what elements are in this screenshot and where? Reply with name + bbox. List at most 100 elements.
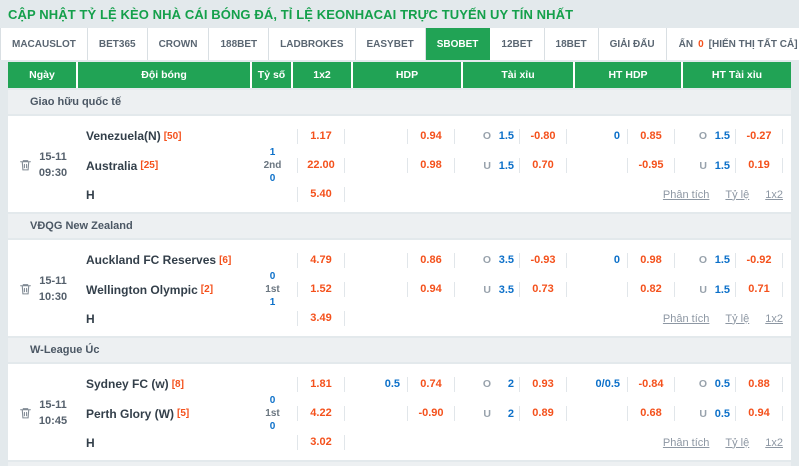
cell-ht-hdp: 0 0.85 — [575, 121, 683, 151]
cell-1x2: 4.79 — [293, 245, 353, 275]
cell-tai-xiu: O 3.5 -0.93 — [463, 245, 575, 275]
ht-ou-odds[interactable]: -0.92 — [735, 252, 783, 268]
ou-indicator: O — [482, 378, 491, 390]
odds-1x2[interactable]: 3.02 — [297, 435, 345, 450]
cell-1x2: 3.02 — [293, 428, 353, 457]
ou-odds[interactable]: -0.93 — [519, 252, 567, 268]
team-row: Perth Glory (W) [5] — [78, 399, 252, 428]
tab-sbobet[interactable]: SBOBET — [425, 28, 491, 60]
odds-1x2[interactable]: 5.40 — [297, 187, 345, 202]
hdp-odds[interactable]: 0.94 — [407, 128, 455, 144]
period-indicator: 2nd — [263, 159, 282, 171]
delete-match-icon[interactable] — [19, 282, 32, 296]
ou-indicator: U — [483, 283, 491, 296]
odds-1x2[interactable]: 4.22 — [297, 406, 345, 421]
ht-ou-indicator: U — [699, 159, 707, 172]
odds-1x2[interactable]: 1.52 — [297, 282, 345, 297]
hdp-odds[interactable]: 0.98 — [407, 158, 455, 173]
cell-ht-hdp: 0/0.5 -0.84 — [575, 369, 683, 399]
ou-odds[interactable]: 0.73 — [519, 282, 567, 297]
team-row: Auckland FC Reserves [6] — [78, 245, 252, 275]
1x2-link[interactable]: 1x2 — [765, 312, 783, 325]
tab-easybet[interactable]: EASYBET — [356, 28, 426, 60]
analysis-link[interactable]: Phân tích — [662, 188, 710, 201]
team-row: Sydney FC (w) [8] — [78, 369, 252, 399]
score-column: 0 1st 0 — [252, 369, 293, 457]
match-time: 09:30 — [38, 167, 68, 179]
odds-link[interactable]: Tỷ lệ — [725, 312, 750, 325]
ht-ou-indicator: O — [698, 254, 707, 266]
odds-1x2[interactable]: 1.17 — [297, 128, 345, 144]
cell-tai-xiu: O 1.5 -0.80 — [463, 121, 575, 151]
ht-hdp-odds[interactable]: -0.84 — [627, 376, 675, 392]
ht-hdp-odds[interactable]: 0.68 — [627, 406, 675, 421]
col-header-ht-tai-xiu: HT Tài xỉu — [683, 62, 791, 88]
ht-ou-indicator: U — [699, 283, 707, 296]
score-home: 0 — [269, 270, 276, 282]
ht-hdp-odds[interactable]: -0.95 — [627, 158, 675, 173]
ht-hdp-odds[interactable]: 0.98 — [627, 252, 675, 268]
ht-ou-line: 1.5 — [714, 283, 730, 296]
match-datetime: 15-11 10:45 — [39, 397, 67, 429]
team-name[interactable]: Sydney FC (w) — [86, 377, 169, 391]
ht-hdp-odds[interactable]: 0.82 — [627, 282, 675, 297]
odds-1x2[interactable]: 22.00 — [297, 158, 345, 173]
delete-match-icon[interactable] — [19, 158, 32, 172]
cell-hdp: 0.5 0.74 — [353, 369, 463, 399]
ht-ou-odds[interactable]: -0.27 — [735, 128, 783, 144]
ht-hdp-odds[interactable]: 0.85 — [627, 128, 675, 144]
ou-odds[interactable]: 0.93 — [519, 376, 567, 392]
ou-odds[interactable]: 0.70 — [519, 158, 567, 173]
1x2-link[interactable]: 1x2 — [765, 436, 783, 449]
hdp-odds[interactable]: 0.94 — [407, 282, 455, 297]
odds-1x2[interactable]: 4.79 — [297, 252, 345, 268]
hidden-count-info[interactable]: ẨN 0 [HIỂN THỊ TẤT CẢ] — [667, 28, 799, 60]
hdp-odds[interactable]: 0.86 — [407, 252, 455, 268]
cell-ht-hdp: -0.95 — [575, 151, 683, 180]
tab-18bet[interactable]: 18BET — [545, 28, 599, 60]
next-section-strip — [8, 462, 791, 466]
hdp-odds[interactable]: 0.74 — [407, 376, 455, 392]
score-column: 0 1st 1 — [252, 245, 293, 333]
ou-odds[interactable]: 0.89 — [519, 406, 567, 421]
odds-1x2[interactable]: 3.49 — [297, 311, 345, 326]
analysis-link[interactable]: Phân tích — [662, 436, 710, 449]
cell-ht-tai-xiu: U 1.5 0.71 — [683, 275, 791, 304]
team-name[interactable]: Wellington Olympic — [86, 282, 198, 297]
1x2-link[interactable]: 1x2 — [765, 188, 783, 201]
tab-macauslot[interactable]: MACAUSLOT — [0, 28, 88, 60]
odds-link[interactable]: Tỷ lệ — [725, 436, 750, 449]
score-column: 1 2nd 0 — [252, 121, 293, 209]
delete-match-icon[interactable] — [19, 406, 32, 420]
tab-giai-dau[interactable]: GIẢI ĐẤU — [599, 28, 667, 60]
ht-ou-indicator: O — [698, 378, 707, 390]
match-date: 15-11 — [39, 151, 67, 163]
tab-12bet[interactable]: 12BET — [490, 28, 545, 60]
tab-crown[interactable]: CROWN — [148, 28, 210, 60]
ht-ou-odds[interactable]: 0.88 — [735, 376, 783, 392]
ht-ou-odds[interactable]: 0.71 — [735, 282, 783, 297]
match-meta: 15-11 09:30 — [8, 121, 78, 209]
ht-ou-odds[interactable]: 0.94 — [735, 406, 783, 421]
odds-link[interactable]: Tỷ lệ — [725, 188, 750, 201]
ht-ou-odds[interactable]: 0.19 — [735, 158, 783, 173]
ou-odds[interactable]: -0.80 — [519, 128, 567, 144]
show-all-label[interactable]: [HIỂN THỊ TẤT CẢ] — [708, 38, 798, 50]
team-name[interactable]: Perth Glory (W) — [86, 406, 175, 421]
odds-1x2[interactable]: 1.81 — [297, 376, 345, 392]
ou-indicator: O — [482, 130, 491, 142]
draw-row: H — [78, 304, 252, 333]
analysis-link[interactable]: Phân tích — [662, 312, 710, 325]
team-name[interactable]: Auckland FC Reserves — [86, 253, 217, 267]
team-name[interactable]: Venezuela(N) — [86, 129, 161, 143]
period-indicator: 1st — [265, 407, 280, 419]
ht-ou-line: 1.5 — [714, 130, 730, 142]
hdp-odds[interactable]: -0.90 — [407, 406, 455, 421]
team-row: Australia [25] — [78, 151, 252, 180]
ht-hdp-handicap: 0 — [613, 130, 620, 142]
team-name[interactable]: Australia — [86, 158, 138, 173]
tab-bet365[interactable]: BET365 — [88, 28, 148, 60]
tab-188bet[interactable]: 188BET — [209, 28, 270, 60]
tab-ladbrokes[interactable]: LADBROKES — [269, 28, 356, 60]
ou-indicator: U — [483, 159, 491, 172]
